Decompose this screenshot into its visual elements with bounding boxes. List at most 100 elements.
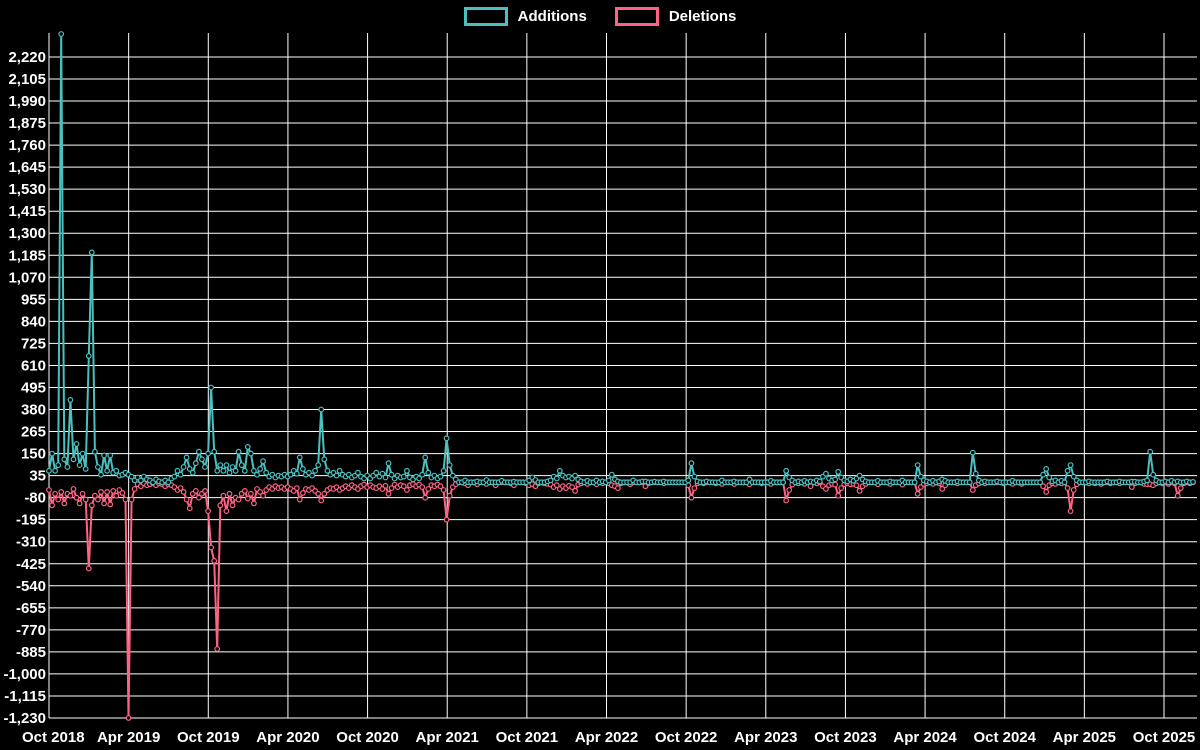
data-point-marker-additions [58,31,65,37]
data-point-marker-additions [917,473,924,480]
y-axis-tick-label: 1,415 [8,203,46,220]
x-axis-tick-label: Oct 2025 [1133,729,1196,746]
y-axis-tick-label: -1,230 [3,710,46,727]
data-point-marker-additions [76,462,83,469]
data-point-marker-deletions [58,489,65,495]
data-point-marker-deletions [46,487,52,493]
data-point-marker-deletions [76,500,83,507]
data-point-marker-additions [440,467,447,474]
data-point-marker-deletions [98,489,104,495]
x-axis-tick-label: Oct 2024 [973,729,1036,746]
data-point-marker-deletions [217,502,224,509]
data-point-marker-additions [966,479,973,486]
data-point-marker-deletions [180,489,187,495]
y-axis-tick-label: 1,645 [8,159,46,176]
series-line-deletions [48,481,1194,719]
data-point-marker-deletions [205,508,212,515]
data-point-marker-deletions [177,485,184,492]
data-point-marker-deletions [186,505,193,512]
y-axis-tick-label: 840 [21,313,46,330]
data-point-marker-additions [1040,471,1046,478]
data-point-marker-additions [198,456,205,463]
data-point-marker-additions [296,454,303,461]
data-point-marker-additions [321,456,328,463]
data-point-marker-deletions [856,488,863,494]
data-point-marker-deletions [783,497,790,504]
data-point-marker-additions [107,452,114,459]
x-axis-tick-label: Oct 2019 [177,729,240,746]
data-point-marker-deletions [260,492,267,499]
data-point-marker-additions [64,464,71,470]
data-point-marker-deletions [1043,489,1050,495]
data-point-marker-additions [244,444,251,450]
data-point-marker-deletions [49,502,55,509]
data-point-marker-additions [101,452,107,459]
data-point-marker-additions [914,462,921,469]
data-point-marker-deletions [382,482,389,489]
data-point-marker-deletions [250,500,257,507]
data-point-marker-additions [416,475,423,482]
data-point-marker-additions [443,435,450,442]
data-point-marker-deletions [88,502,95,509]
data-point-marker-additions [300,466,306,472]
deletions-swatch-icon [614,7,659,26]
data-point-marker-deletions [321,490,328,497]
y-axis-tick-label: 955 [21,291,46,308]
legend-label-deletions: Deletions [668,8,737,25]
data-point-marker-deletions [113,492,120,499]
y-axis-tick-label: 1,070 [8,269,46,286]
y-axis-tick-label: 380 [21,402,46,419]
data-point-marker-deletions [385,490,392,497]
data-point-marker-additions [214,467,221,474]
data-point-marker-deletions [425,486,432,492]
data-point-marker-deletions [192,488,199,494]
data-point-marker-additions [972,470,979,477]
data-point-marker-deletions [61,500,68,507]
data-point-marker-deletions [235,496,242,503]
data-point-marker-additions [241,467,248,474]
x-axis-tick-label: Apr 2025 [1053,729,1116,746]
data-point-marker-deletions [553,482,560,489]
legend-item-deletions[interactable]: Deletions [614,7,737,26]
data-point-marker-additions [67,397,74,403]
data-point-marker-deletions [208,544,215,551]
data-point-marker-additions [422,454,429,461]
y-axis-tick-label: 1,875 [8,115,46,132]
data-point-marker-additions [260,458,267,465]
y-axis-tick-label: -1,000 [3,666,46,683]
data-point-marker-deletions [1064,485,1071,492]
data-point-marker-deletions [241,488,248,494]
legend-item-additions[interactable]: Additions [463,7,587,26]
y-axis-tick-label: 150 [21,446,46,463]
data-point-marker-additions [379,470,386,477]
data-point-marker-deletions [691,485,698,492]
y-axis-tick-label: 725 [21,335,46,352]
data-point-marker-additions [556,467,563,474]
data-point-marker-additions [823,470,829,477]
data-point-marker-deletions [247,490,254,497]
data-point-marker-additions [217,462,224,469]
data-point-marker-deletions [422,494,429,501]
data-point-marker-deletions [1128,484,1135,491]
data-point-marker-deletions [786,487,793,493]
y-axis-tick-label: -195 [16,512,46,529]
data-point-marker-additions [250,467,257,474]
data-point-marker-deletions [400,483,407,490]
data-point-marker-deletions [443,516,450,523]
additions-swatch-icon [463,7,508,26]
data-point-marker-additions [61,456,68,463]
data-point-marker-additions [1043,466,1050,472]
data-point-marker-additions [605,477,612,484]
x-axis-tick-label: Oct 2018 [22,729,85,746]
x-axis-tick-label: Apr 2022 [575,729,638,746]
data-point-marker-additions [572,472,578,479]
data-point-marker-deletions [131,486,138,492]
data-point-marker-deletions [104,489,110,495]
data-point-marker-additions [315,462,322,469]
data-point-marker-deletions [122,496,129,503]
legend-label-additions: Additions [517,8,587,25]
data-point-marker-additions [91,448,98,455]
data-point-marker-additions [195,448,202,455]
data-point-marker-deletions [296,496,303,503]
data-point-marker-deletions [318,497,325,504]
